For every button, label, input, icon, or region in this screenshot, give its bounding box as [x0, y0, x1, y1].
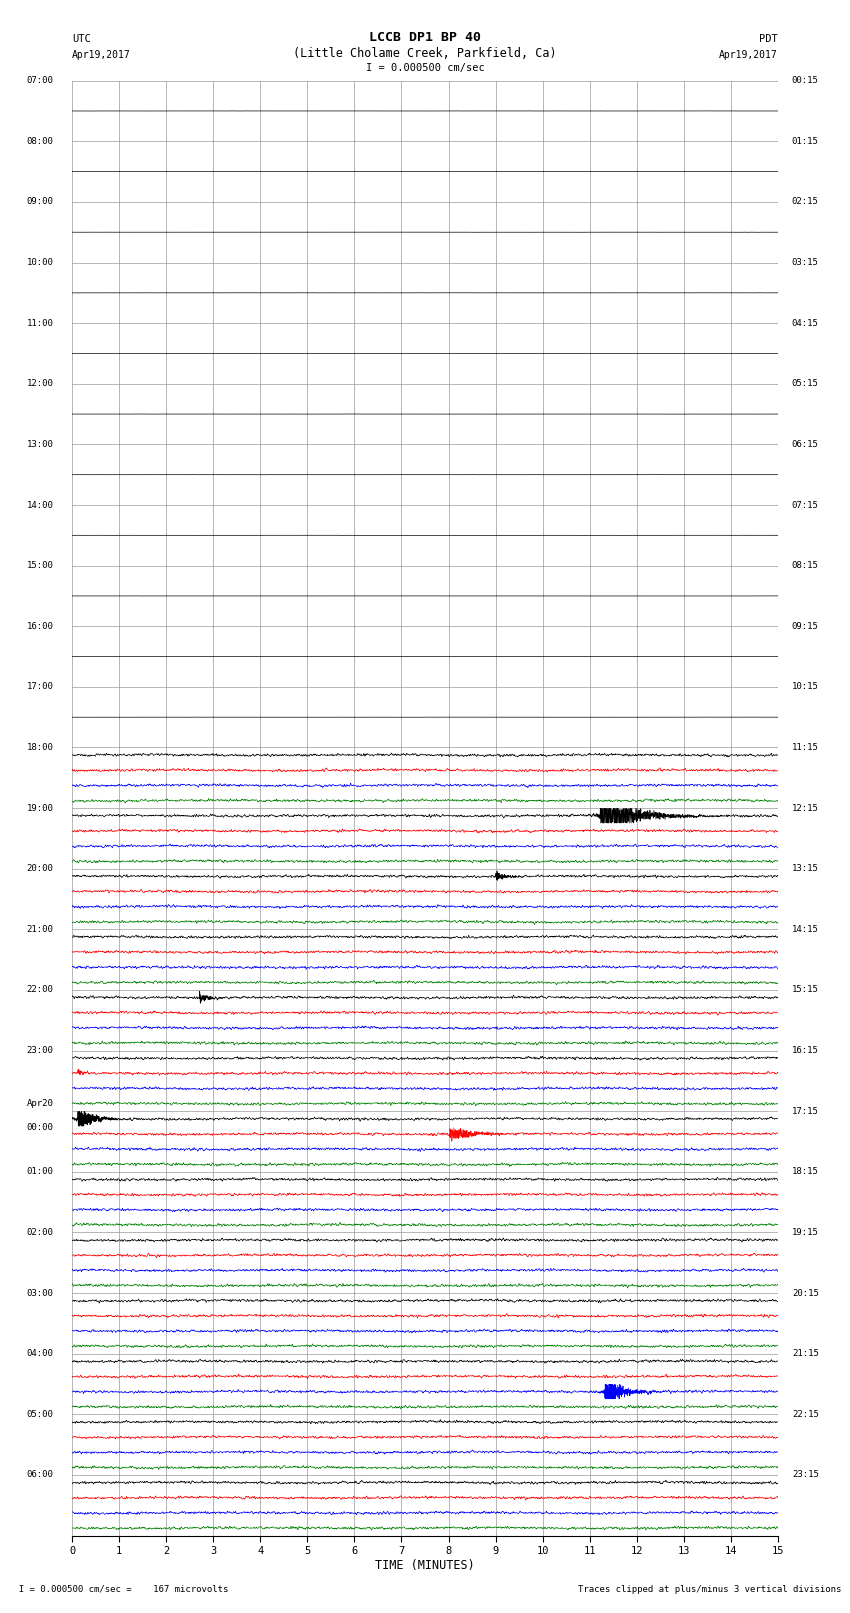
Text: 13:15: 13:15: [792, 865, 819, 873]
Text: LCCB DP1 BP 40: LCCB DP1 BP 40: [369, 31, 481, 44]
Text: 09:15: 09:15: [792, 621, 819, 631]
Text: 02:00: 02:00: [26, 1227, 54, 1237]
Text: 01:00: 01:00: [26, 1168, 54, 1176]
Text: 19:15: 19:15: [792, 1227, 819, 1237]
Text: 22:00: 22:00: [26, 986, 54, 995]
Text: 21:00: 21:00: [26, 924, 54, 934]
Text: 12:15: 12:15: [792, 803, 819, 813]
Text: 10:00: 10:00: [26, 258, 54, 268]
Text: 01:15: 01:15: [792, 137, 819, 145]
Text: 02:15: 02:15: [792, 197, 819, 206]
Text: 16:15: 16:15: [792, 1047, 819, 1055]
Text: UTC: UTC: [72, 34, 91, 44]
Text: 14:15: 14:15: [792, 924, 819, 934]
Text: 20:00: 20:00: [26, 865, 54, 873]
Text: I = 0.000500 cm/sec =    167 microvolts: I = 0.000500 cm/sec = 167 microvolts: [8, 1584, 229, 1594]
Text: 19:00: 19:00: [26, 803, 54, 813]
X-axis label: TIME (MINUTES): TIME (MINUTES): [375, 1558, 475, 1571]
Text: 15:00: 15:00: [26, 561, 54, 569]
Text: Apr19,2017: Apr19,2017: [72, 50, 131, 60]
Text: Apr20: Apr20: [26, 1098, 54, 1108]
Text: 14:00: 14:00: [26, 500, 54, 510]
Text: 05:00: 05:00: [26, 1410, 54, 1419]
Text: 11:00: 11:00: [26, 319, 54, 327]
Text: 23:00: 23:00: [26, 1047, 54, 1055]
Text: PDT: PDT: [759, 34, 778, 44]
Text: 20:15: 20:15: [792, 1289, 819, 1297]
Text: 08:15: 08:15: [792, 561, 819, 569]
Text: 22:15: 22:15: [792, 1410, 819, 1419]
Text: 18:00: 18:00: [26, 744, 54, 752]
Text: 17:00: 17:00: [26, 682, 54, 692]
Text: 03:15: 03:15: [792, 258, 819, 268]
Text: 15:15: 15:15: [792, 986, 819, 995]
Text: 04:00: 04:00: [26, 1348, 54, 1358]
Text: 17:15: 17:15: [792, 1107, 819, 1116]
Text: 10:15: 10:15: [792, 682, 819, 692]
Text: 07:15: 07:15: [792, 500, 819, 510]
Text: 12:00: 12:00: [26, 379, 54, 389]
Text: 05:15: 05:15: [792, 379, 819, 389]
Text: 08:00: 08:00: [26, 137, 54, 145]
Text: 09:00: 09:00: [26, 197, 54, 206]
Text: 23:15: 23:15: [792, 1471, 819, 1479]
Text: 13:00: 13:00: [26, 440, 54, 448]
Text: I = 0.000500 cm/sec: I = 0.000500 cm/sec: [366, 63, 484, 73]
Text: Traces clipped at plus/minus 3 vertical divisions: Traces clipped at plus/minus 3 vertical …: [578, 1584, 842, 1594]
Text: Apr19,2017: Apr19,2017: [719, 50, 778, 60]
Text: 18:15: 18:15: [792, 1168, 819, 1176]
Text: 06:15: 06:15: [792, 440, 819, 448]
Text: 03:00: 03:00: [26, 1289, 54, 1297]
Text: 07:00: 07:00: [26, 76, 54, 85]
Text: 21:15: 21:15: [792, 1348, 819, 1358]
Text: 00:00: 00:00: [26, 1123, 54, 1132]
Text: 04:15: 04:15: [792, 319, 819, 327]
Text: 06:00: 06:00: [26, 1471, 54, 1479]
Text: (Little Cholame Creek, Parkfield, Ca): (Little Cholame Creek, Parkfield, Ca): [293, 47, 557, 60]
Text: 11:15: 11:15: [792, 744, 819, 752]
Text: 00:15: 00:15: [792, 76, 819, 85]
Text: 16:00: 16:00: [26, 621, 54, 631]
